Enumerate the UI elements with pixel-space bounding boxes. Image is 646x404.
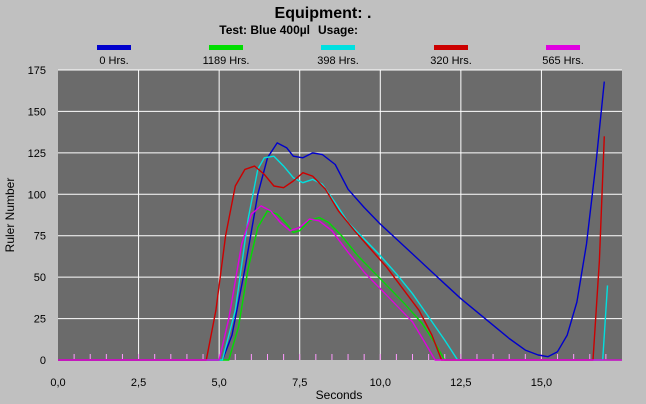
series-line-1 [58, 210, 622, 361]
y-tick-label-6: 150 [28, 106, 46, 118]
legend-swatch-3 [434, 45, 468, 50]
legend-label-3: 320 Hrs. [430, 55, 472, 67]
chart-title: Equipment: . [275, 5, 372, 22]
y-tick-label-7: 175 [28, 65, 46, 77]
x-tick-label-2: 5,0 [211, 377, 226, 389]
y-tick-label-3: 75 [34, 231, 46, 243]
legend-label-2: 398 Hrs. [317, 55, 359, 67]
y-tick-label-2: 50 [34, 272, 46, 284]
legend-label-1: 1189 Hrs. [203, 55, 250, 67]
x-tick-label-5: 12,5 [450, 377, 471, 389]
y-axis-ticks: 0 25 50 75 100 125 150 175 [28, 65, 46, 367]
y-tick-label-1: 25 [34, 314, 46, 326]
chart-usage-label: Usage: [318, 23, 358, 37]
series-line-0 [58, 81, 605, 361]
x-axis-label: Seconds [316, 388, 363, 402]
series-line-4 [58, 205, 622, 361]
series-line-2 [58, 155, 609, 361]
legend-swatch-4 [546, 45, 580, 50]
legend-swatch-1 [209, 45, 243, 50]
chart-test-label: Test: Blue 400µl [219, 23, 310, 37]
x-tick-label-3: 7,5 [292, 377, 307, 389]
y-tick-label-0: 0 [40, 355, 46, 367]
legend-swatch-2 [321, 45, 355, 50]
y-tick-label-4: 100 [28, 189, 46, 201]
x-tick-label-4: 10,0 [370, 377, 391, 389]
x-tick-label-6: 15,0 [531, 377, 552, 389]
legend-label-0: 0 Hrs. [99, 55, 128, 67]
x-tick-label-0: 0,0 [50, 377, 65, 389]
plot-area [58, 70, 622, 360]
y-tick-label-5: 125 [28, 148, 46, 160]
legend: 0 Hrs. 1189 Hrs. 398 Hrs. 320 Hrs. 565 Hrs. [97, 45, 584, 67]
series-line-3 [58, 136, 605, 361]
legend-label-4: 565 Hrs. [542, 55, 584, 67]
series-lines [58, 81, 622, 361]
x-tick-label-1: 2,5 [131, 377, 146, 389]
y-axis-label: Ruler Number [3, 178, 17, 253]
x-axis-ticks: 0,0 2,5 5,0 7,5 10,0 12,5 15,0 [50, 377, 552, 389]
legend-swatch-0 [97, 45, 131, 50]
